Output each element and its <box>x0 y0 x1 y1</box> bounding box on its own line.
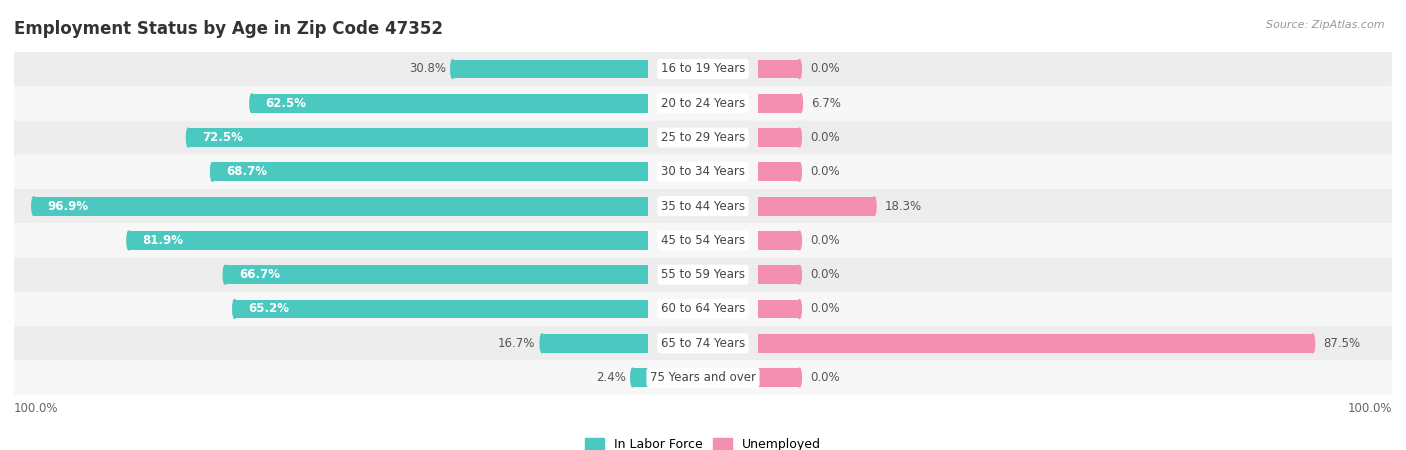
Text: 0.0%: 0.0% <box>810 302 839 315</box>
FancyBboxPatch shape <box>14 360 1392 395</box>
Text: 30 to 34 Years: 30 to 34 Years <box>661 165 745 178</box>
Text: 25 to 29 Years: 25 to 29 Years <box>661 131 745 144</box>
Text: 6.7%: 6.7% <box>811 97 841 110</box>
Circle shape <box>799 94 803 112</box>
Circle shape <box>1310 334 1315 353</box>
Text: 100.0%: 100.0% <box>14 402 59 415</box>
Circle shape <box>631 368 634 387</box>
Circle shape <box>127 231 131 250</box>
Text: 72.5%: 72.5% <box>202 131 243 144</box>
Bar <box>758 266 800 284</box>
Text: 0.0%: 0.0% <box>810 371 839 384</box>
Bar <box>758 59 800 78</box>
Bar <box>453 59 648 78</box>
Text: 20 to 24 Years: 20 to 24 Years <box>661 97 745 110</box>
Text: 0.0%: 0.0% <box>810 63 839 76</box>
Bar <box>212 162 648 181</box>
Text: 18.3%: 18.3% <box>884 200 921 213</box>
FancyBboxPatch shape <box>14 223 1392 257</box>
Text: 0.0%: 0.0% <box>810 268 839 281</box>
Circle shape <box>451 59 454 78</box>
Text: 0.0%: 0.0% <box>810 234 839 247</box>
Bar <box>758 231 800 250</box>
Text: Source: ZipAtlas.com: Source: ZipAtlas.com <box>1267 20 1385 30</box>
Text: 65.2%: 65.2% <box>249 302 290 315</box>
Text: 66.7%: 66.7% <box>239 268 280 281</box>
Bar <box>633 368 648 387</box>
Legend: In Labor Force, Unemployed: In Labor Force, Unemployed <box>581 433 825 450</box>
Text: 16 to 19 Years: 16 to 19 Years <box>661 63 745 76</box>
Text: 81.9%: 81.9% <box>142 234 184 247</box>
FancyBboxPatch shape <box>14 257 1392 292</box>
Text: 68.7%: 68.7% <box>226 165 267 178</box>
Bar <box>225 266 648 284</box>
Bar <box>758 94 800 112</box>
Text: 55 to 59 Years: 55 to 59 Years <box>661 268 745 281</box>
FancyBboxPatch shape <box>14 292 1392 326</box>
Circle shape <box>797 266 801 284</box>
Circle shape <box>250 94 253 112</box>
Bar <box>34 197 648 216</box>
Bar <box>758 197 875 216</box>
Text: 87.5%: 87.5% <box>1323 337 1360 350</box>
FancyBboxPatch shape <box>14 86 1392 121</box>
Text: 0.0%: 0.0% <box>810 165 839 178</box>
FancyBboxPatch shape <box>14 155 1392 189</box>
Bar <box>758 368 800 387</box>
Circle shape <box>872 197 876 216</box>
Circle shape <box>797 128 801 147</box>
Text: Employment Status by Age in Zip Code 47352: Employment Status by Age in Zip Code 473… <box>14 20 443 38</box>
Text: 0.0%: 0.0% <box>810 131 839 144</box>
Bar <box>758 334 1313 353</box>
Circle shape <box>797 368 801 387</box>
Text: 30.8%: 30.8% <box>409 63 446 76</box>
Circle shape <box>797 231 801 250</box>
Text: 96.9%: 96.9% <box>48 200 89 213</box>
Text: 62.5%: 62.5% <box>266 97 307 110</box>
Text: 45 to 54 Years: 45 to 54 Years <box>661 234 745 247</box>
Bar <box>252 94 648 112</box>
Circle shape <box>211 162 214 181</box>
Text: 75 Years and over: 75 Years and over <box>650 371 756 384</box>
Circle shape <box>224 266 226 284</box>
Text: 2.4%: 2.4% <box>596 371 626 384</box>
Text: 60 to 64 Years: 60 to 64 Years <box>661 302 745 315</box>
Text: 16.7%: 16.7% <box>498 337 536 350</box>
FancyBboxPatch shape <box>14 52 1392 86</box>
FancyBboxPatch shape <box>14 326 1392 360</box>
Circle shape <box>540 334 544 353</box>
Bar <box>758 128 800 147</box>
FancyBboxPatch shape <box>14 189 1392 223</box>
Circle shape <box>32 197 35 216</box>
Circle shape <box>797 300 801 319</box>
Bar <box>129 231 648 250</box>
Bar <box>758 300 800 319</box>
Bar <box>543 334 648 353</box>
Bar <box>758 162 800 181</box>
Circle shape <box>797 59 801 78</box>
Circle shape <box>797 162 801 181</box>
Circle shape <box>233 300 236 319</box>
Text: 65 to 74 Years: 65 to 74 Years <box>661 337 745 350</box>
Bar <box>235 300 648 319</box>
Circle shape <box>187 128 190 147</box>
FancyBboxPatch shape <box>14 121 1392 155</box>
Bar <box>188 128 648 147</box>
Text: 100.0%: 100.0% <box>1347 402 1392 415</box>
Text: 35 to 44 Years: 35 to 44 Years <box>661 200 745 213</box>
